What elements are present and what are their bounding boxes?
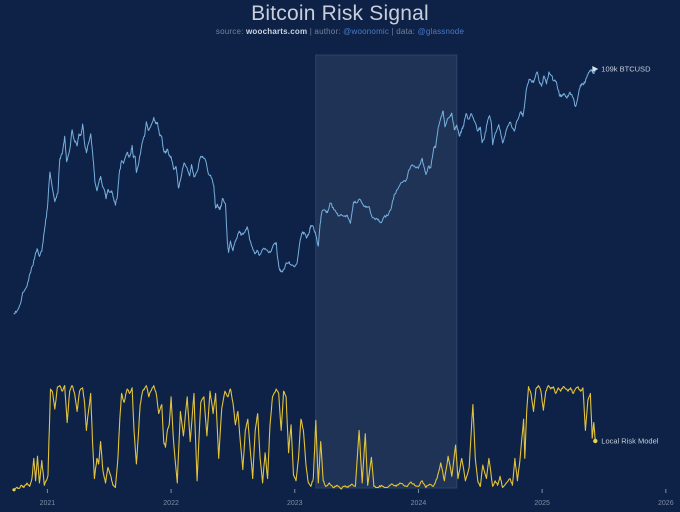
chart-title: Bitcoin Risk Signal (251, 2, 429, 25)
divider: | (391, 27, 394, 36)
risk-start-dot (12, 488, 16, 492)
x-axis-year-label: 2025 (534, 500, 550, 507)
btc-end-arrow-icon (592, 66, 599, 72)
data-handle-link[interactable]: @glassnode (417, 27, 465, 36)
x-axis-year-label: 2024 (411, 500, 427, 507)
risk-end-dot (593, 438, 598, 444)
data-label: data: (396, 27, 416, 36)
risk-model-annotation: Local Risk Model (601, 437, 658, 446)
chart-subtitle: source: woocharts.com | author: @woonomi… (0, 27, 680, 36)
x-axis: 2021 2022 2023 2024 2025 2026 (40, 489, 674, 507)
divider: | (309, 27, 312, 36)
author-handle-link[interactable]: @woonomic (343, 27, 390, 36)
x-axis-year-label: 2021 (40, 500, 56, 507)
btc-price-line (13, 68, 596, 315)
source-label: source: (215, 27, 244, 36)
risk-model-line (13, 385, 596, 491)
x-axis-year-label: 2022 (163, 500, 179, 507)
btc-price-annotation: 109k BTCUSD (601, 65, 651, 74)
author-label: author: (314, 27, 341, 36)
highlight-band (315, 54, 458, 489)
source-value: woocharts.com (245, 27, 308, 36)
x-axis-year-label: 2026 (658, 500, 674, 507)
x-axis-year-label: 2023 (287, 500, 303, 507)
